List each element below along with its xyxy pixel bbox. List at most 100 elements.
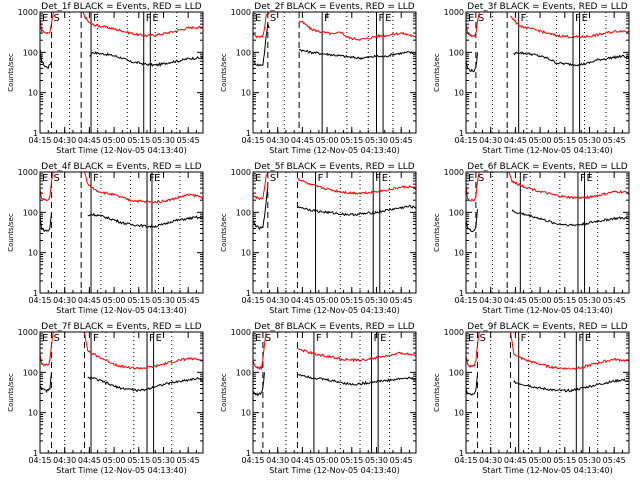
lld-series-line [84,332,204,370]
events-series-line [252,23,270,67]
events-series-line [89,50,204,67]
x-tick-label: 04:30 [53,136,76,145]
lld-series-line [84,171,204,204]
lld-series-line [298,20,417,41]
x-tick-label: 05:45 [390,136,413,145]
y-tick-label: 1 [459,129,464,138]
x-axis-label: Start Time (12-Nov-05 04:13:40) [56,306,186,315]
event-marker-label: F [149,333,155,344]
event-marker-label: F [316,333,322,344]
x-tick-label: 05:45 [390,296,413,305]
y-tick-label: 100 [23,208,38,217]
y-tick-label: 1000 [18,8,38,17]
x-tick-label: 04:30 [53,296,76,305]
event-marker-label: E [587,173,593,184]
x-tick-label: 05:00 [529,456,552,465]
x-tick-label: 05:45 [177,136,200,145]
lld-series-line [39,11,55,35]
y-tick-label: 100 [449,48,464,57]
event-marker-label: F [93,333,99,344]
events-series-line [87,376,203,393]
x-tick-label: 04:15 [241,296,264,305]
x-tick-label: 04:15 [454,136,477,145]
panel-title: Det_5f BLACK = Events, RED = LLD [254,162,414,172]
y-tick-label: 10 [454,89,464,98]
x-tick-label: 04:30 [479,296,502,305]
x-tick-label: 04:45 [291,296,314,305]
event-marker-label: F [378,13,384,24]
x-tick-label: 04:15 [28,136,51,145]
x-tick-label: 05:15 [340,296,363,305]
y-tick-label: 1000 [18,328,38,337]
y-axis-label: Counts/sec [220,53,228,92]
x-tick-label: 04:30 [266,296,289,305]
y-tick-label: 1000 [231,168,251,177]
lld-series-line [297,347,417,363]
panel-title: Det_9f BLACK = Events, RED = LLD [467,322,627,332]
x-tick-label: 05:00 [316,296,339,305]
x-tick-label: 05:00 [103,296,126,305]
y-tick-label: 1000 [231,328,251,337]
event-marker-label: F [374,333,380,344]
panel-title: Det_7f BLACK = Events, RED = LLD [41,322,201,332]
y-axis-label: Counts/sec [7,213,15,252]
y-axis-label: Counts/sec [433,373,441,412]
y-tick-label: 100 [23,368,38,377]
x-tick-label: 05:00 [103,456,126,465]
x-tick-label: 04:15 [28,296,51,305]
panel-title: Det_6f BLACK = Events, RED = LLD [467,162,627,172]
event-marker-label: F [146,13,152,24]
event-marker-label: E [255,333,261,344]
event-marker-label: F [575,13,581,24]
y-tick-label: 1 [33,289,38,298]
panel-title: Det_2f BLACK = Events, RED = LLD [254,2,414,12]
y-tick-label: 10 [28,249,38,258]
y-tick-label: 1000 [444,328,464,337]
event-marker-label: F [521,13,527,24]
events-series-line [513,51,630,67]
y-tick-label: 100 [236,208,251,217]
x-tick-label: 04:15 [454,296,477,305]
y-tick-label: 10 [28,409,38,418]
y-tick-label: 100 [236,48,251,57]
y-tick-label: 10 [241,249,251,258]
y-axis-label: Counts/sec [433,53,441,92]
lld-series-line [508,171,630,200]
x-tick-label: 05:00 [316,136,339,145]
x-tick-label: 04:15 [28,456,51,465]
lld-series-line [252,11,270,39]
event-marker-label: F [324,13,330,24]
y-tick-label: 1000 [231,8,251,17]
lld-series-line [39,331,54,367]
x-axis-label: Start Time (12-Nov-05 04:13:40) [269,466,399,475]
x-tick-label: 04:30 [266,136,289,145]
x-axis-label: Start Time (12-Nov-05 04:13:40) [482,466,612,475]
event-marker-label: S [270,13,276,24]
y-tick-label: 10 [454,409,464,418]
event-marker-label: F [375,173,381,184]
lld-series-line [297,177,417,195]
x-tick-label: 04:45 [504,296,527,305]
x-tick-label: 05:15 [553,136,576,145]
x-tick-label: 05:45 [603,456,626,465]
event-marker-label: E [154,173,160,184]
event-marker-label: E [468,13,474,24]
x-axis-label: Start Time (12-Nov-05 04:13:40) [56,466,186,475]
event-marker-label: E [468,173,474,184]
x-tick-label: 04:45 [78,296,101,305]
x-tick-label: 05:00 [529,136,552,145]
events-series-line [298,48,417,61]
event-marker-label: E [42,333,48,344]
x-axis-label: Start Time (12-Nov-05 04:13:40) [56,146,186,155]
x-tick-label: 04:45 [504,456,527,465]
panel-title: Det_4f BLACK = Events, RED = LLD [41,162,201,172]
lld-series-line [510,15,630,39]
event-marker-label: F [93,173,99,184]
x-tick-label: 05:30 [578,296,601,305]
x-axis-label: Start Time (12-Nov-05 04:13:40) [269,306,399,315]
